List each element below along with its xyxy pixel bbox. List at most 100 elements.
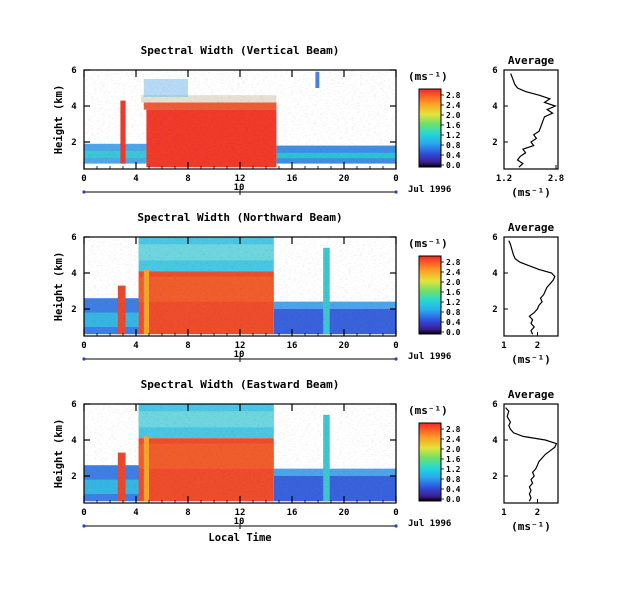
colorbar-tick-label: 2.0 (446, 278, 461, 287)
y-tick-label: 4 (71, 436, 77, 446)
heatmap-field (84, 237, 396, 336)
profile-y-tick-label: 6 (492, 233, 497, 243)
y-axis-label: Height (km) (53, 252, 65, 322)
colorbar-tick-label: 0.4 (446, 485, 461, 494)
y-tick-label: 4 (71, 269, 77, 279)
profile-line (510, 73, 557, 168)
profile-title: Average (508, 54, 555, 67)
profile-title: Average (508, 388, 555, 401)
date-axis-end-marker (394, 357, 398, 361)
colorbar-tick-label: 1.2 (446, 131, 461, 140)
colorbar-tick-label: 2.4 (446, 435, 461, 444)
profile-x-tick-label: 1.2 (496, 174, 512, 184)
profile-y-tick-label: 2 (492, 138, 497, 148)
colorbar (418, 255, 442, 335)
profile-line (508, 240, 556, 335)
date-axis-start-marker (82, 357, 86, 361)
colorbar-tick-label: 2.8 (446, 425, 461, 434)
heatmap-texture (84, 404, 396, 503)
profile-y-tick-label: 4 (492, 102, 498, 112)
heatmap-texture (84, 70, 396, 169)
x-tick-label: 8 (185, 341, 190, 351)
profile-y-tick-label: 6 (492, 400, 497, 410)
colorbar-tick-label: 2.4 (446, 268, 461, 277)
colorbar (418, 88, 442, 168)
colorbar-tick-label: 1.6 (446, 455, 461, 464)
y-axis-label: Height (km) (53, 419, 65, 489)
x-tick-label: 8 (185, 508, 190, 518)
x-tick-label: 16 (287, 508, 298, 518)
y-tick-label: 6 (71, 233, 76, 243)
heatmap-field (84, 70, 396, 169)
profile-y-tick-label: 4 (492, 436, 498, 446)
profile-frame (503, 403, 559, 504)
colorbar-tick-label: 0.0 (446, 161, 461, 170)
date-label: Jul 1996 (408, 352, 451, 362)
x-tick-label: 16 (287, 341, 298, 351)
colorbar-tick-label: 0.8 (446, 308, 461, 317)
x-axis-label: Local Time (208, 532, 271, 544)
heatmap-texture (84, 237, 396, 336)
y-tick-label: 2 (71, 472, 76, 482)
y-axis-label: Height (km) (53, 85, 65, 155)
x-tick-label: 0 (393, 508, 398, 518)
colorbar-tick-label: 0.4 (446, 151, 461, 160)
date-axis-start-marker (82, 524, 86, 528)
x-tick-label: 16 (287, 174, 298, 184)
date-axis-start-marker (82, 190, 86, 194)
panel-0: 0 4 8 12 16 20 0 2 4 6 Spectral Width (Vertical Be… (53, 44, 564, 199)
x-tick-label: 20 (339, 508, 350, 518)
date-label: Jul 1996 (408, 185, 451, 195)
colorbar-tick-label: 1.6 (446, 288, 461, 297)
date-tick-label: 10 (234, 350, 245, 360)
x-tick-label: 0 (393, 174, 398, 184)
colorbar-tick-label: 0.0 (446, 495, 461, 504)
profile-x-tick-label: 2 (535, 341, 540, 351)
colorbar-tick-label: 0.0 (446, 328, 461, 337)
x-tick-label: 4 (133, 341, 139, 351)
x-tick-label: 4 (133, 508, 139, 518)
x-tick-label: 0 (81, 508, 86, 518)
profile-x-label: (ms⁻¹) (511, 186, 551, 199)
y-tick-label: 6 (71, 66, 76, 76)
colorbar-tick-label: 1.2 (446, 298, 461, 307)
profile-y-tick-label: 4 (492, 269, 498, 279)
colorbar-unit: (ms⁻¹) (408, 404, 448, 417)
panel-title: Spectral Width (Northward Beam) (137, 211, 342, 224)
heatmap-field (84, 404, 396, 503)
x-tick-label: 0 (81, 174, 86, 184)
colorbar-tick-label: 2.0 (446, 445, 461, 454)
profile-x-tick-label: 1 (501, 341, 506, 351)
date-axis-end-marker (394, 524, 398, 528)
profile-x-tick-label: 2.8 (548, 174, 564, 184)
panel-title: Spectral Width (Vertical Beam) (141, 44, 340, 57)
x-tick-label: 20 (339, 341, 350, 351)
x-tick-label: 12 (235, 341, 246, 351)
profile-y-tick-label: 6 (492, 66, 497, 76)
date-label: Jul 1996 (408, 519, 451, 529)
profile-title: Average (508, 221, 555, 234)
y-tick-label: 2 (71, 138, 76, 148)
profile-frame (503, 69, 559, 170)
date-axis-end-marker (394, 190, 398, 194)
colorbar-tick-label: 1.2 (446, 465, 461, 474)
x-tick-label: 8 (185, 174, 190, 184)
profile-y-tick-label: 2 (492, 305, 497, 315)
colorbar-tick-label: 2.4 (446, 101, 461, 110)
panel-2: 0 4 8 12 16 20 0 2 4 6 Spectral Width (Eastward Be… (53, 378, 559, 544)
profile-x-label: (ms⁻¹) (511, 353, 551, 366)
panel-title: Spectral Width (Eastward Beam) (141, 378, 340, 391)
colorbar-tick-label: 2.0 (446, 111, 461, 120)
y-tick-label: 2 (71, 305, 76, 315)
colorbar-tick-label: 1.6 (446, 121, 461, 130)
colorbar-unit: (ms⁻¹) (408, 70, 448, 83)
x-tick-label: 12 (235, 174, 246, 184)
x-tick-label: 12 (235, 508, 246, 518)
x-tick-label: 0 (393, 341, 398, 351)
colorbar-tick-label: 2.8 (446, 258, 461, 267)
profile-line (505, 407, 558, 502)
profile-frame (503, 236, 559, 337)
colorbar (418, 422, 442, 502)
profile-y-tick-label: 2 (492, 472, 497, 482)
